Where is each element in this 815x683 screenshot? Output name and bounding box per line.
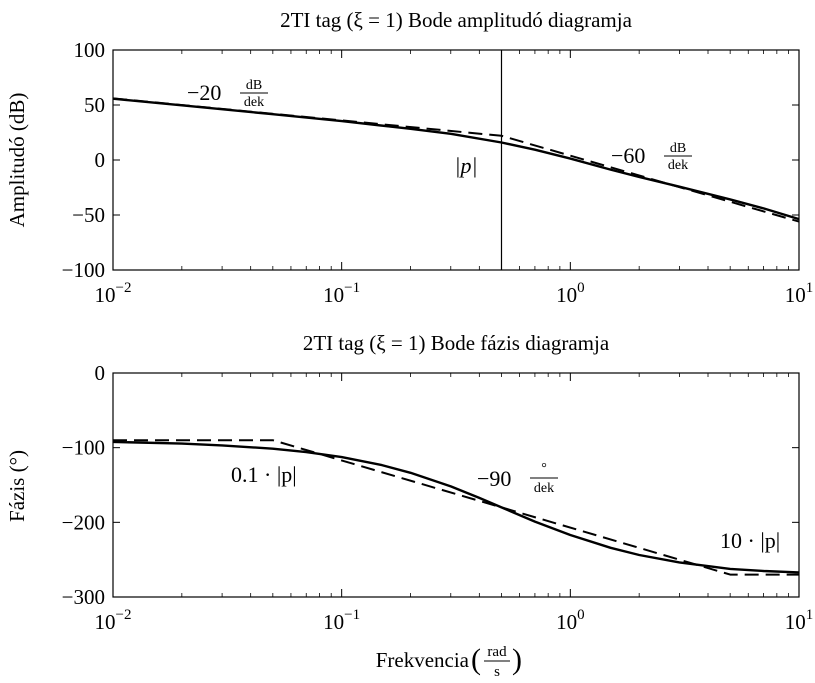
slope-high-value: −60 [611, 143, 645, 168]
phase-y-tick-labels: 0 −100 −200 −300 [62, 361, 105, 609]
phase-slope-unit-num: ° [541, 461, 547, 476]
x-tick-label: 100 [556, 280, 585, 307]
amplitude-series [112, 50, 800, 270]
y-tick-label: −50 [72, 203, 105, 227]
phase-annotation-slope: −90 ° dek [477, 461, 558, 496]
x-tick-label: 10−1 [323, 280, 360, 307]
slope-high-unit-num: dB [670, 141, 686, 156]
amplitude-y-tick-labels: 100 50 0 −50 −100 [62, 38, 105, 282]
phase-annotation-high-corner: 10 · |p| [720, 528, 780, 553]
response-curve [112, 97, 800, 221]
amplitude-plot-frame [112, 49, 800, 271]
phase-slope-value: −90 [477, 466, 511, 491]
amplitude-panel: 2TI tag (ξ = 1) Bode amplitudó diagramja… [5, 8, 813, 307]
phase-panel: 2TI tag (ξ = 1) Bode fázis diagramja Fáz… [5, 331, 813, 680]
y-tick-label: 50 [84, 93, 105, 117]
y-tick-label: −200 [62, 510, 105, 534]
phase-x-tick-labels: 10−2 10−1 100 101 [95, 607, 814, 634]
xlabel-unit-den: s [494, 664, 500, 680]
x-tick-label: 101 [785, 280, 814, 307]
y-tick-label: 100 [74, 38, 106, 62]
y-tick-label: 0 [95, 361, 106, 385]
phase-plot-frame [112, 372, 800, 598]
phase-slope-unit-den: dek [534, 481, 554, 496]
phase-xlabel: Frekvencia ( rad s ) [376, 643, 522, 680]
y-tick-label: −300 [62, 585, 105, 609]
x-tick-label: 10−2 [95, 280, 132, 307]
asymptote-line [113, 439, 799, 576]
phase-series [112, 439, 800, 576]
x-tick-label: 10−1 [323, 607, 360, 634]
amplitude-x-tick-labels: 10−2 10−1 100 101 [95, 280, 814, 307]
phase-ylabel: Fázis (°) [5, 450, 29, 522]
xlabel-paren-open: ( [471, 643, 481, 676]
slope-low-unit-num: dB [246, 78, 262, 93]
response-curve [112, 440, 800, 574]
phase-title: 2TI tag (ξ = 1) Bode fázis diagramja [303, 331, 610, 355]
y-tick-label: −100 [62, 436, 105, 460]
x-tick-label: 100 [556, 607, 585, 634]
x-tick-label: 10−2 [95, 607, 132, 634]
slope-low-unit-den: dek [244, 95, 264, 110]
xlabel-text: Frekvencia [376, 648, 470, 672]
x-tick-label: 101 [785, 607, 814, 634]
phase-annotation-low-corner: 0.1 · |p| [231, 462, 297, 487]
slope-high-unit-den: dek [668, 158, 688, 173]
amplitude-title: 2TI tag (ξ = 1) Bode amplitudó diagramja [280, 8, 633, 32]
amplitude-ylabel: Amplitudó (dB) [5, 93, 29, 228]
amplitude-annotation-slope-low: −20 dB dek [187, 78, 268, 110]
y-tick-label: −100 [62, 258, 105, 282]
xlabel-paren-close: ) [512, 643, 522, 676]
slope-low-value: −20 [187, 80, 221, 105]
amplitude-annotation-slope-high: −60 dB dek [611, 141, 692, 173]
y-tick-label: 0 [95, 148, 106, 172]
xlabel-unit-num: rad [487, 644, 507, 660]
amplitude-annotation-pole: |p| [454, 153, 477, 178]
